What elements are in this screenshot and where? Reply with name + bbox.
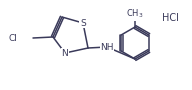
Text: CH$_3$: CH$_3$: [126, 8, 144, 20]
Text: Cl: Cl: [9, 33, 17, 42]
Text: HCl: HCl: [161, 13, 178, 23]
Text: NH: NH: [100, 42, 114, 51]
Text: S: S: [80, 19, 86, 28]
Text: N: N: [62, 49, 68, 58]
